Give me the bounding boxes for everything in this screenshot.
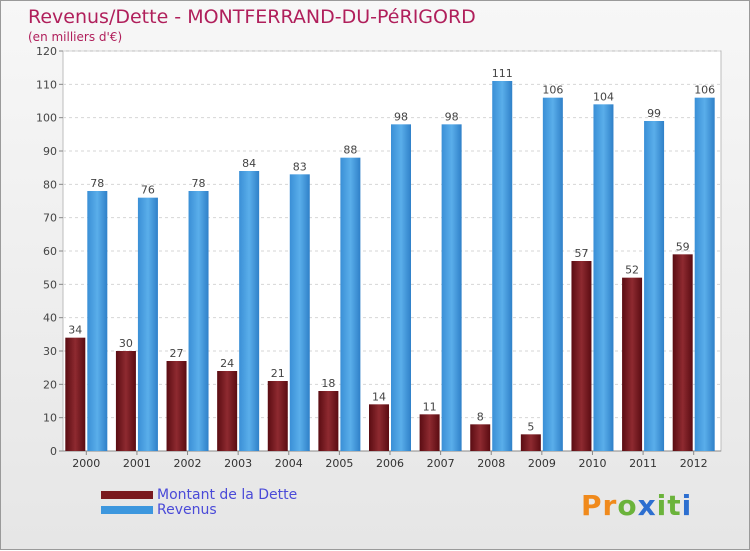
bar-dette [369,404,389,451]
data-label-dette: 30 [119,337,133,350]
bar-dette [672,254,693,451]
data-label-dette: 21 [271,367,285,380]
logo-letter: i [681,489,693,522]
bar-dette [115,351,136,451]
x-tick-label: 2012 [680,457,708,470]
legend-swatch-revenus [101,505,153,514]
y-tick-label: 20 [43,378,57,391]
data-label-revenus: 106 [694,84,715,97]
x-tick-label: 2011 [629,457,657,470]
y-tick-label: 70 [43,212,57,225]
data-label-revenus: 98 [445,110,459,123]
data-label-dette: 59 [676,240,690,253]
bar-revenus [492,81,513,451]
x-tick-label: 2009 [528,457,556,470]
bar-revenus [289,174,310,452]
data-label-revenus: 111 [492,67,513,80]
data-label-revenus: 78 [90,177,104,190]
data-label-dette: 34 [68,324,82,337]
y-tick-label: 40 [43,312,57,325]
logo-letter: t [667,489,682,522]
bar-dette [470,424,491,451]
bar-revenus [239,171,260,451]
logo-letter: o [617,489,638,522]
y-tick-label: 0 [50,445,57,458]
bar-revenus [441,124,462,451]
chart-subtitle: (en milliers d'€) [28,30,123,44]
bar-revenus [87,191,108,451]
data-label-revenus: 88 [343,144,357,157]
data-label-revenus: 98 [394,110,408,123]
legend-item-revenus: Revenus [101,501,297,518]
y-tick-label: 120 [36,45,57,58]
data-label-revenus: 83 [293,160,307,173]
logo-letter: P [581,489,603,522]
data-label-dette: 11 [423,400,437,413]
data-label-dette: 27 [170,347,184,360]
bar-dette [217,371,238,451]
bar-dette [571,261,592,451]
bar-revenus [542,97,563,452]
logo-letter: i [656,489,668,522]
bar-dette [318,391,339,451]
y-tick-label: 100 [36,112,57,125]
legend-swatch-dette [101,490,153,499]
x-tick-label: 2004 [275,457,303,470]
bar-dette [520,434,541,451]
bar-revenus [188,191,209,451]
bar-revenus [340,157,361,451]
y-tick-label: 90 [43,145,57,158]
bar-dette [65,337,86,451]
chart-title: Revenus/Dette - MONTFERRAND-DU-PéRIGORD [28,6,476,28]
bar-revenus [694,97,715,452]
legend-label-dette: Montant de la Dette [157,486,298,503]
data-label-dette: 18 [321,377,335,390]
data-label-dette: 8 [477,410,484,423]
data-label-dette: 24 [220,357,234,370]
legend: Montant de la Dette Revenus [101,486,298,518]
legend-label-revenus: Revenus [157,501,217,518]
x-tick-label: 2010 [578,457,606,470]
bar-dette [166,361,187,451]
x-tick-label: 2001 [123,457,151,470]
y-tick-label: 50 [43,278,57,291]
data-label-revenus: 76 [141,184,155,197]
proxiti-logo: Proxiti [581,489,692,522]
x-tick-label: 2008 [477,457,505,470]
bar-dette [267,381,288,451]
data-label-revenus: 106 [542,84,563,97]
bar-revenus [593,104,614,451]
x-tick-label: 2006 [376,457,404,470]
data-label-revenus: 104 [593,90,614,103]
y-tick-label: 10 [43,412,57,425]
bar-revenus [644,121,665,451]
data-label-dette: 57 [574,247,588,260]
y-tick-label: 110 [36,78,57,91]
y-tick-label: 80 [43,178,57,191]
legend-item-dette: Montant de la Dette [101,486,298,503]
y-tick-label: 30 [43,345,57,358]
bar-dette [622,277,643,451]
bar-revenus [391,124,411,451]
bar-dette [419,414,440,451]
bar-revenus [137,197,158,451]
y-tick-label: 60 [43,245,57,258]
data-label-revenus: 99 [647,107,661,120]
x-tick-label: 2002 [174,457,202,470]
data-label-revenus: 84 [242,157,256,170]
data-label-dette: 14 [372,390,386,403]
data-label-dette: 5 [527,420,534,433]
x-tick-label: 2005 [325,457,353,470]
x-tick-label: 2007 [427,457,455,470]
x-tick-label: 2000 [72,457,100,470]
logo-letter: r [602,489,618,522]
data-label-revenus: 78 [192,177,206,190]
x-tick-label: 2003 [224,457,252,470]
logo-letter: x [637,489,657,522]
data-label-dette: 52 [625,264,639,277]
